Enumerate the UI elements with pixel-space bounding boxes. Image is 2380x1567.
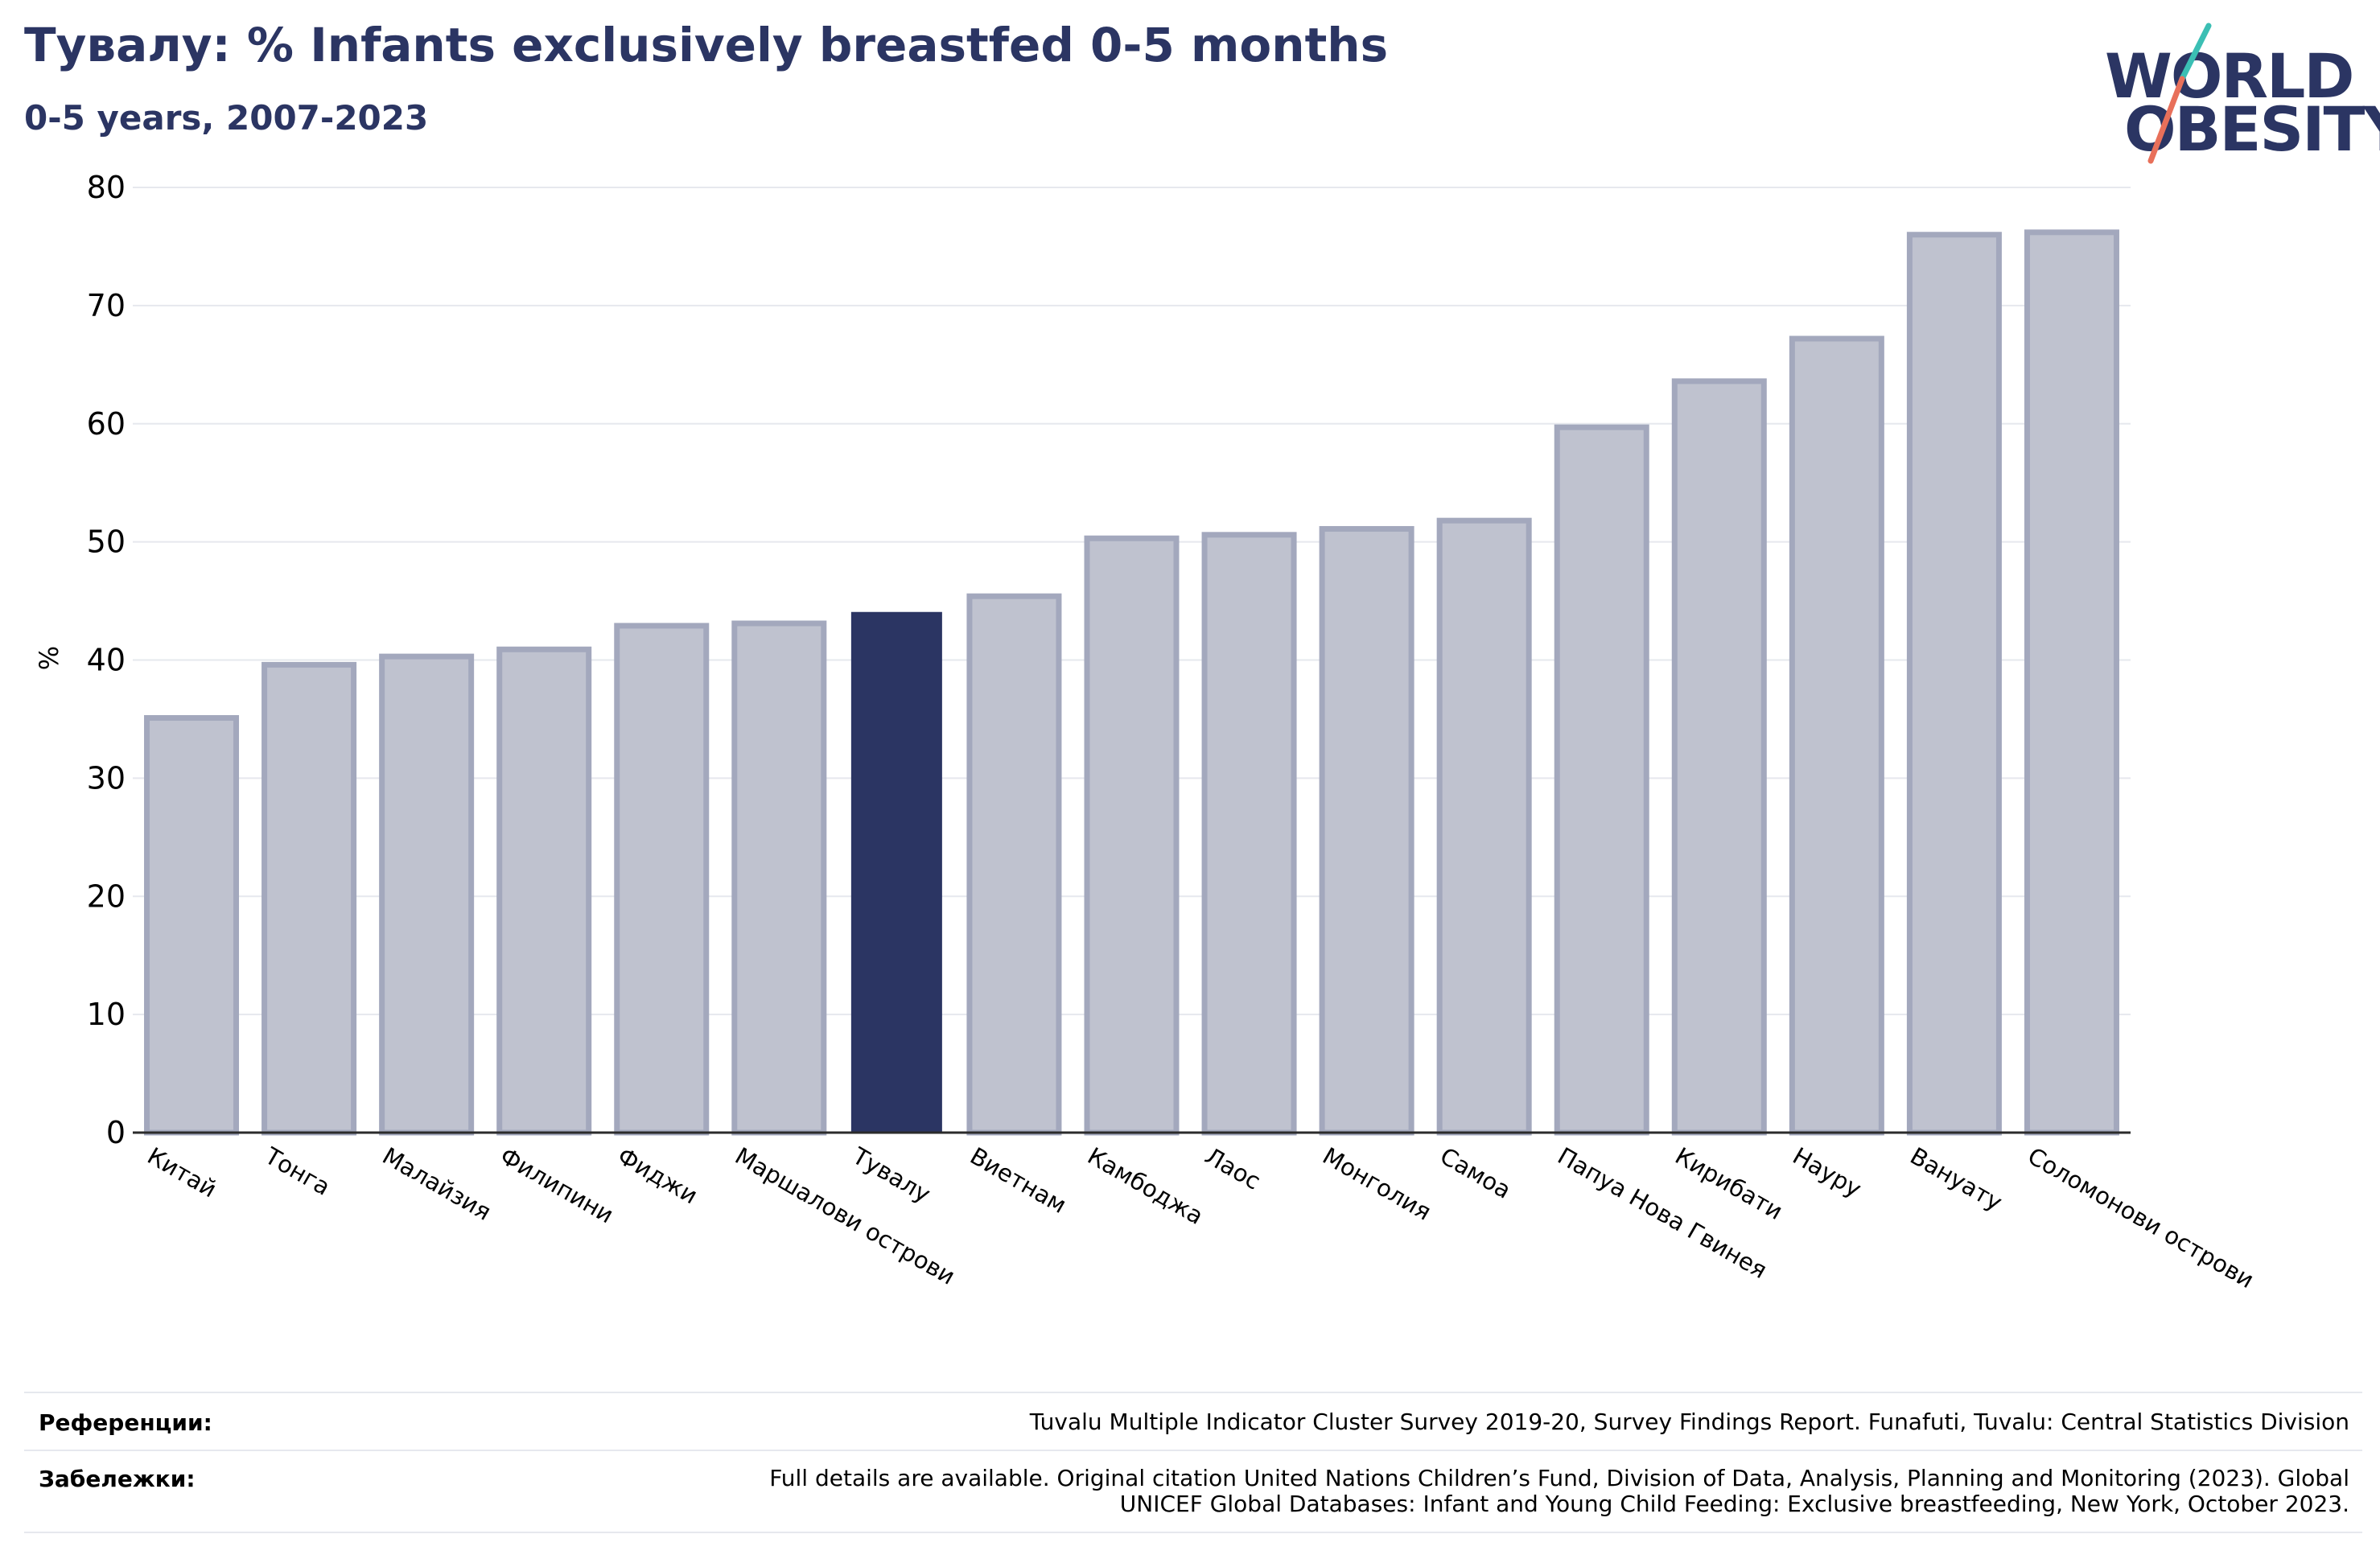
- references-row: Референции: Tuvalu Multiple Indicator Cl…: [24, 1393, 2362, 1451]
- notes-text: Full details are available. Original cit…: [769, 1466, 2349, 1517]
- bar[interactable]: [1671, 378, 1767, 1136]
- bar[interactable]: [731, 620, 827, 1136]
- bar-highlighted[interactable]: [850, 611, 942, 1133]
- notes-line-1: Full details are available. Original cit…: [769, 1465, 2349, 1491]
- logo-word-obesity: OBESITY: [2124, 93, 2380, 165]
- bar[interactable]: [1201, 532, 1297, 1136]
- x-tick-label: Самоа: [1435, 1142, 1516, 1204]
- x-tick-label: Лаос: [1200, 1142, 1265, 1195]
- logo-slash-icon: [2147, 23, 2212, 164]
- x-tick-label: Папуа Нова Гвинея: [1553, 1142, 1772, 1285]
- x-tick-label: Камбоджа: [1083, 1142, 1208, 1230]
- bar[interactable]: [496, 646, 592, 1136]
- x-tick-label: Фиджи: [613, 1142, 702, 1210]
- logo-word-world: WORLD: [2105, 40, 2354, 112]
- y-tick-label: 40: [87, 643, 126, 678]
- bar[interactable]: [144, 714, 240, 1136]
- bar[interactable]: [1906, 232, 2002, 1136]
- bar[interactable]: [614, 623, 710, 1136]
- y-tick-label: 60: [87, 406, 126, 442]
- bar[interactable]: [1789, 335, 1884, 1136]
- bar[interactable]: [379, 653, 475, 1136]
- x-tick-label: Маршалови острови: [731, 1142, 960, 1290]
- y-tick-label: 10: [87, 997, 126, 1032]
- x-tick-label: Филипини: [496, 1142, 619, 1229]
- x-tick-label: Китай: [143, 1142, 221, 1203]
- references-label: Референции:: [39, 1409, 212, 1436]
- y-tick-label: 70: [87, 288, 126, 323]
- bar[interactable]: [1554, 424, 1649, 1136]
- bar[interactable]: [261, 661, 357, 1136]
- bar[interactable]: [1319, 525, 1414, 1136]
- y-axis-label: %: [34, 646, 64, 670]
- y-tick-label: 0: [106, 1115, 126, 1150]
- x-tick-label: Виетнам: [966, 1142, 1071, 1219]
- world-obesity-logo[interactable]: WORLD OBESITY: [2098, 23, 2380, 167]
- bar[interactable]: [2024, 229, 2119, 1136]
- bar[interactable]: [1084, 535, 1180, 1136]
- bars: [144, 229, 2119, 1136]
- notes-line-2: UNICEF Global Databases: Infant and Youn…: [1119, 1491, 2349, 1517]
- y-tick-label: 50: [87, 524, 126, 560]
- x-tick-label: Монголия: [1318, 1142, 1435, 1226]
- y-tick-label: 80: [87, 170, 126, 205]
- x-tick-label: Тувалу: [847, 1141, 935, 1208]
- x-tick-label: Вануату: [1905, 1142, 2007, 1216]
- x-tick-label: Соломонови острови: [2023, 1142, 2259, 1294]
- x-tick-label: Тонга: [260, 1141, 336, 1201]
- x-tick-label: Малайзия: [378, 1142, 496, 1226]
- references-text: Tuvalu Multiple Indicator Cluster Survey…: [1029, 1409, 2349, 1435]
- y-tick-label: 20: [87, 878, 126, 914]
- x-tick-label: Науру: [1788, 1142, 1866, 1203]
- bar[interactable]: [1436, 517, 1532, 1136]
- y-tick-label: 30: [87, 760, 126, 796]
- notes-row: Забележки: Full details are available. O…: [24, 1451, 2362, 1533]
- bar[interactable]: [966, 593, 1062, 1136]
- chart-title: Тувалу: % Infants exclusively breastfed …: [24, 18, 1389, 72]
- notes-label: Забележки:: [39, 1466, 196, 1492]
- chart-footer: Референции: Tuvalu Multiple Indicator Cl…: [24, 1392, 2362, 1533]
- y-axis-ticks: 0 10 20 30 40 50 60 70 80: [87, 170, 126, 1150]
- chart-subtitle: 0-5 years, 2007-2023: [24, 98, 429, 138]
